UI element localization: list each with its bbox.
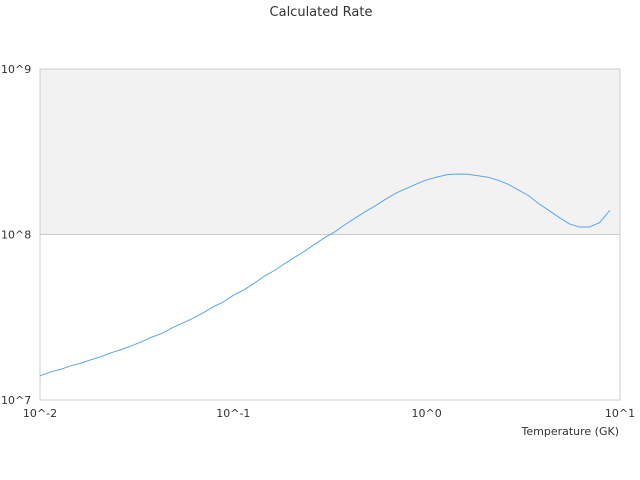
x-tick-label: 10^-1 — [216, 407, 250, 420]
x-axis-label: Temperature (GK) — [521, 425, 620, 438]
upper-decade-band — [40, 69, 620, 235]
y-axis-ticks: 10^7 10^8 10^9 — [1, 63, 31, 407]
chart-title: Calculated Rate — [270, 5, 373, 20]
x-tick-label: 10^1 — [605, 407, 635, 420]
x-axis-ticks: 10^-2 10^-1 10^0 10^1 — [23, 407, 635, 420]
x-tick-label: 10^-2 — [23, 407, 57, 420]
series-group — [39, 173, 611, 377]
y-tick-label: 10^9 — [1, 63, 31, 76]
y-tick-label: 10^8 — [1, 229, 31, 242]
y-tick-label: 10^7 — [1, 394, 31, 407]
series-line — [39, 173, 611, 377]
x-tick-label: 10^0 — [412, 407, 442, 420]
